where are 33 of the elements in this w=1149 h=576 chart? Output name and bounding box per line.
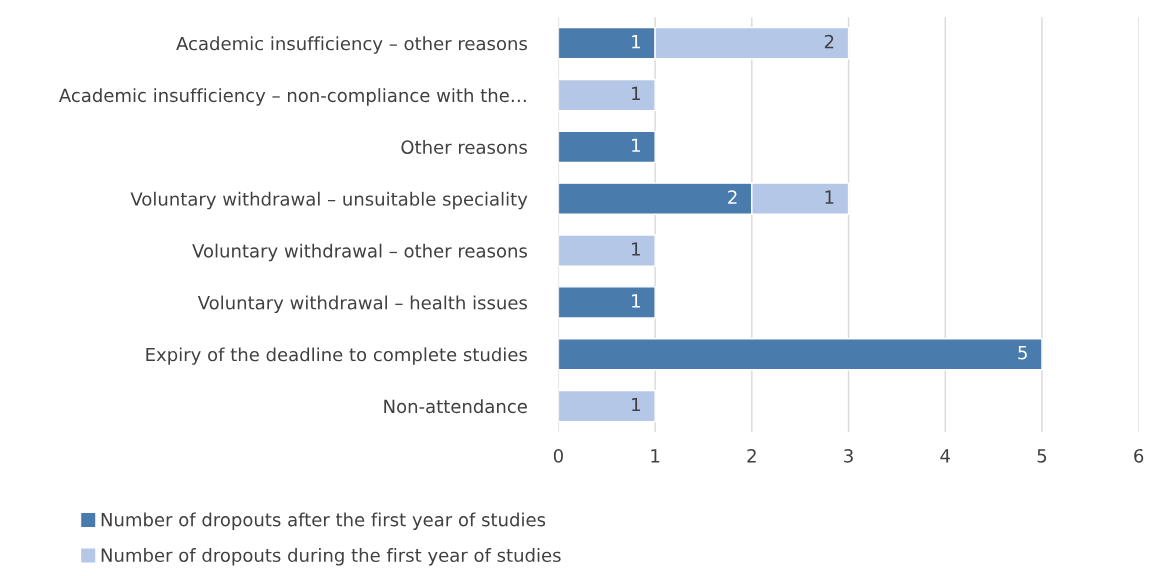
y-tick-label: Expiry of the deadline to complete studies [146, 347, 527, 365]
bar [558, 234, 656, 267]
data-label: 1 [632, 86, 640, 101]
y-tick-label: Academic insufficiency – non-compliance with the… [58, 88, 526, 106]
data-label: 1 [632, 35, 640, 49]
x-tick-label: 2 [747, 448, 756, 463]
data-label: 1 [825, 190, 834, 204]
data-label: 1 [632, 242, 640, 256]
data-label: 1 [632, 397, 640, 412]
x-tick-label: 5 [1037, 449, 1047, 463]
data-label: 5 [1018, 346, 1027, 360]
data-label: 2 [824, 34, 834, 49]
y-tick-label: Other reasons [401, 140, 527, 154]
x-tick-label: 1 [651, 449, 660, 463]
y-tick-label: Voluntary withdrawal – unsuitable speciality [130, 191, 528, 210]
x-tick-label: 6 [1134, 448, 1144, 463]
bar [558, 337, 1043, 371]
bar [558, 389, 656, 423]
data-label: 1 [632, 294, 640, 308]
x-tick-label: 3 [844, 448, 853, 463]
bar [558, 130, 656, 164]
bar [558, 78, 656, 112]
y-tick-label: Voluntary withdrawal – health issues [197, 295, 527, 314]
bar [558, 286, 656, 319]
y-tick-label: Academic insufficiency – other reasons [176, 36, 527, 54]
y-tick-label: Non-attendance [384, 399, 527, 414]
data-label: 1 [632, 138, 640, 152]
legend-label: Number of dropouts during the first year of studies [101, 548, 561, 566]
x-tick-label: 4 [940, 449, 950, 463]
x-tick-label: 0 [553, 448, 563, 463]
legend-label: Number of dropouts after the first year of studies [101, 512, 546, 530]
y-tick-label: Voluntary withdrawal – other reasons [192, 243, 527, 262]
data-label: 2 [728, 190, 737, 204]
